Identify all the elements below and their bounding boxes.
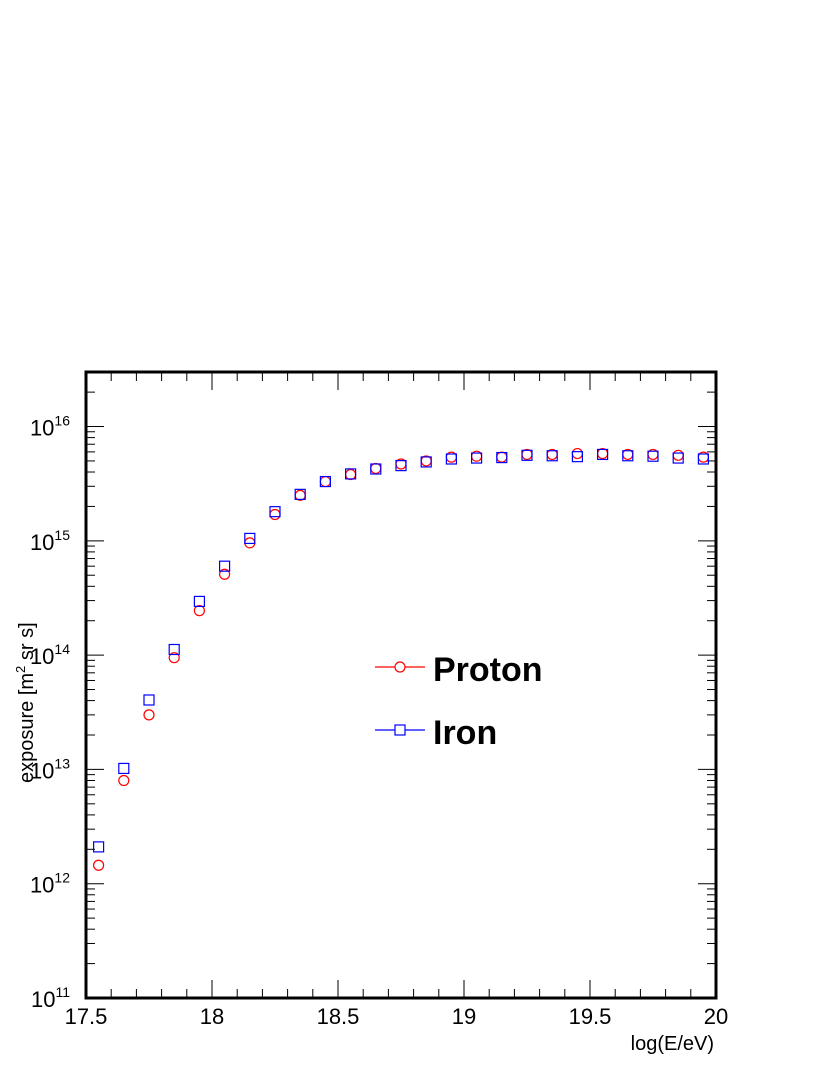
y-tick-label-exponent: 16 — [54, 413, 70, 429]
iron-point — [546, 450, 558, 462]
iron-point — [647, 450, 659, 462]
y-tick-label-base: 10 — [30, 644, 54, 669]
iron-point — [571, 451, 584, 463]
iron-point — [345, 468, 357, 480]
proton-point — [269, 508, 281, 521]
y-tick-label: 1011 — [31, 984, 70, 1012]
proton-point — [92, 859, 105, 871]
iron-point — [244, 532, 256, 545]
y-axis-title: exposure [m2 sr s] — [13, 622, 38, 783]
iron-point — [370, 463, 382, 475]
y-axis-title-superscript: 2 — [13, 666, 28, 673]
axis-ticks — [85, 371, 717, 999]
iron-point — [395, 460, 407, 472]
x-tick-label: 18.5 — [317, 1004, 360, 1029]
plot-frame — [84, 370, 718, 1000]
proton-point — [521, 448, 533, 461]
iron-point — [596, 448, 609, 461]
legend-entry-proton: Proton — [375, 651, 543, 689]
y-tick-label: 1013 — [30, 755, 70, 783]
y-axis-title-prefix: exposure [m — [16, 673, 38, 783]
proton-point — [672, 449, 684, 461]
iron-point — [269, 506, 281, 518]
y-tick-label-exponent: 11 — [55, 984, 70, 1000]
iron-point — [118, 762, 130, 775]
iron-point — [622, 450, 634, 462]
legend: Proton Iron — [375, 651, 543, 752]
iron-point — [294, 488, 306, 500]
x-tick-labels: 17.5 18 18.5 19 19.5 20 — [65, 1004, 729, 1029]
iron-point — [92, 841, 105, 853]
proton-point — [143, 709, 155, 721]
proton-point — [193, 605, 205, 617]
y-tick-label-base: 10 — [30, 530, 54, 555]
iron-point — [143, 694, 155, 706]
y-axis-title-suffix: sr s] — [16, 622, 38, 665]
x-tick-label: 19 — [452, 1004, 476, 1029]
y-tick-label-exponent: 13 — [54, 755, 70, 771]
iron-point — [193, 595, 205, 608]
y-tick-label-base: 10 — [31, 987, 55, 1012]
legend-iron-label: Iron — [433, 714, 497, 752]
proton-point — [345, 468, 357, 481]
iron-point — [471, 452, 483, 464]
y-tick-label-base: 10 — [30, 873, 54, 898]
proton-point — [319, 475, 331, 488]
series-proton — [92, 447, 710, 871]
proton-point — [118, 774, 130, 787]
iron-point — [697, 453, 710, 465]
legend-proton-label: Proton — [433, 651, 543, 689]
y-tick-label: 1016 — [30, 413, 70, 441]
proton-point — [219, 568, 231, 580]
y-tick-label-exponent: 12 — [54, 870, 70, 886]
iron-point — [219, 560, 231, 572]
iron-point — [168, 643, 180, 656]
y-tick-label-exponent: 15 — [54, 527, 70, 543]
proton-point — [571, 447, 584, 460]
iron-point — [496, 451, 508, 464]
series-layer — [92, 447, 710, 871]
iron-point — [445, 453, 457, 465]
proton-point — [370, 462, 382, 475]
x-tick-label: 17.5 — [65, 1004, 108, 1029]
y-tick-label: 1015 — [30, 527, 70, 555]
x-axis-title: log(E/eV) — [631, 1033, 714, 1055]
y-tick-label-base: 10 — [30, 416, 54, 441]
proton-point — [496, 451, 508, 463]
series-iron — [92, 448, 710, 853]
y-tick-label-base: 10 — [30, 758, 54, 783]
y-tick-label: 1012 — [30, 870, 70, 898]
iron-point — [420, 456, 432, 468]
y-tick-label-exponent: 14 — [54, 641, 70, 657]
proton-point — [596, 447, 609, 460]
x-tick-label: 19.5 — [569, 1004, 612, 1029]
proton-point — [168, 652, 180, 664]
legend-entry-iron: Iron — [375, 714, 497, 752]
iron-point — [319, 475, 331, 488]
x-tick-label: 18 — [200, 1004, 224, 1029]
y-tick-label: 1014 — [30, 641, 70, 669]
iron-point — [672, 452, 684, 464]
iron-point — [521, 449, 533, 461]
legend-proton-marker — [394, 661, 406, 673]
x-tick-label: 20 — [704, 1004, 728, 1029]
legend-iron-marker — [394, 724, 406, 736]
